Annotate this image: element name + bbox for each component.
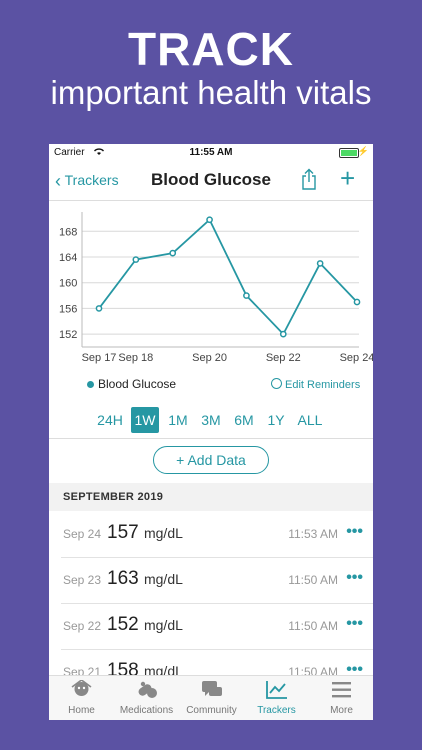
legend-label: Blood Glucose — [98, 377, 177, 391]
glucose-chart: 168 164 160 156 152 Sep 17 Sep 18 Sep 20 Sep 22 S… — [59, 212, 373, 364]
legend-marker — [87, 381, 94, 388]
tab-label: Home — [68, 705, 95, 716]
page-title: Blood Glucose — [151, 170, 271, 189]
back-label: Trackers — [64, 172, 119, 188]
more-options-icon[interactable]: ••• — [346, 569, 363, 586]
tab-label: Trackers — [257, 705, 296, 716]
divider — [49, 438, 373, 439]
tab-label: More — [330, 705, 353, 716]
entry-row[interactable]: Sep 22 152 mg/dL 11:50 AM ••• — [61, 604, 373, 650]
home-icon — [71, 680, 92, 696]
more-options-icon[interactable]: ••• — [346, 661, 363, 678]
carrier-label: Carrier — [54, 147, 85, 158]
clock-icon — [271, 378, 282, 389]
data-point — [243, 292, 250, 299]
more-options-icon[interactable]: ••• — [346, 615, 363, 632]
entry-value-wrap: 163 mg/dL — [107, 568, 183, 590]
y-tick-label: 168 — [59, 226, 77, 238]
data-point — [132, 256, 140, 263]
promo-title: TRACK — [128, 23, 294, 75]
entry-unit: mg/dL — [143, 617, 183, 633]
y-tick-label: 152 — [59, 329, 77, 341]
tab-bar: Home Medications Community Trackers More — [49, 675, 373, 720]
pills-icon — [138, 681, 157, 698]
tab-community[interactable]: Community — [179, 676, 244, 720]
entry-date: Sep 24 — [63, 527, 102, 541]
entry-date: Sep 22 — [63, 619, 102, 633]
range-3m[interactable]: 3M — [201, 412, 221, 428]
x-tick-label: Sep 17 — [82, 352, 117, 364]
wifi-icon — [93, 147, 105, 158]
entry-unit: mg/dL — [143, 525, 183, 541]
y-tick-label: 164 — [59, 252, 77, 264]
range-all[interactable]: ALL — [297, 412, 323, 428]
y-tick-label: 160 — [59, 278, 77, 290]
tab-label: Community — [186, 705, 237, 716]
chevron-left-icon: ‹ — [55, 171, 61, 191]
month-section-header: SEPTEMBER 2019 — [49, 483, 373, 511]
y-tick-label: 156 — [59, 303, 77, 315]
phone-screen: Carrier 11:55 AM ⚡ ‹ Trackers Blood Gluc… — [49, 144, 373, 720]
charging-icon: ⚡ — [357, 146, 369, 156]
entry-list: Sep 24 157 mg/dL 11:53 AM ••• Sep 23 163… — [49, 512, 373, 696]
entry-date: Sep 23 — [63, 573, 102, 587]
chat-icon — [202, 681, 222, 696]
nav-bar: ‹ Trackers Blood Glucose + — [49, 162, 373, 201]
add-icon[interactable]: + — [340, 163, 356, 193]
range-1y[interactable]: 1Y — [267, 412, 285, 428]
chart-icon — [266, 681, 287, 699]
data-point — [169, 249, 177, 257]
edit-reminders-label: Edit Reminders — [285, 379, 361, 391]
series-line — [98, 218, 358, 336]
x-tick-label: Sep 22 — [266, 352, 301, 364]
back-button[interactable]: ‹ Trackers — [55, 171, 119, 192]
tab-more[interactable]: More — [309, 676, 373, 720]
share-icon[interactable] — [300, 168, 318, 190]
status-bar: Carrier 11:55 AM ⚡ — [49, 144, 373, 162]
add-data-button[interactable]: + Add Data — [153, 446, 269, 474]
range-6m[interactable]: 6M — [234, 412, 254, 428]
menu-icon — [332, 682, 351, 698]
entry-value: 152 — [107, 614, 139, 635]
data-point — [316, 260, 324, 267]
range-24h[interactable]: 24H — [97, 412, 123, 428]
range-selector: 24H 1W 1M 3M 6M 1Y ALL — [49, 407, 373, 435]
entry-time: 11:50 AM — [288, 619, 338, 633]
range-1w[interactable]: 1W — [131, 407, 159, 433]
data-point — [279, 330, 287, 338]
entry-value-wrap: 157 mg/dL — [107, 522, 183, 544]
entry-time: 11:50 AM — [288, 573, 338, 587]
x-tick-label: Sep 24 — [340, 352, 373, 364]
data-point — [95, 305, 103, 312]
promo-subtitle: important health vitals — [50, 74, 372, 111]
tab-label: Medications — [119, 705, 174, 716]
tab-medications[interactable]: Medications — [114, 676, 179, 720]
data-point — [206, 216, 213, 224]
tab-trackers[interactable]: Trackers — [244, 676, 309, 720]
entry-row[interactable]: Sep 23 163 mg/dL 11:50 AM ••• — [61, 558, 373, 604]
range-1m[interactable]: 1M — [168, 412, 188, 428]
entry-row[interactable]: Sep 24 157 mg/dL 11:53 AM ••• — [61, 512, 373, 558]
data-point — [353, 298, 361, 306]
x-tick-label: Sep 20 — [192, 352, 227, 364]
entry-unit: mg/dL — [143, 571, 183, 587]
entry-value: 163 — [107, 568, 139, 589]
entry-time: 11:53 AM — [288, 527, 338, 541]
tab-home[interactable]: Home — [49, 676, 114, 720]
entry-value: 157 — [107, 522, 139, 543]
edit-reminders-link[interactable]: Edit Reminders — [271, 378, 360, 391]
more-options-icon[interactable]: ••• — [346, 523, 363, 540]
x-tick-label: Sep 18 — [118, 352, 153, 364]
entry-value-wrap: 152 mg/dL — [107, 614, 183, 636]
battery-icon — [339, 148, 359, 158]
status-time: 11:55 AM — [189, 147, 233, 158]
